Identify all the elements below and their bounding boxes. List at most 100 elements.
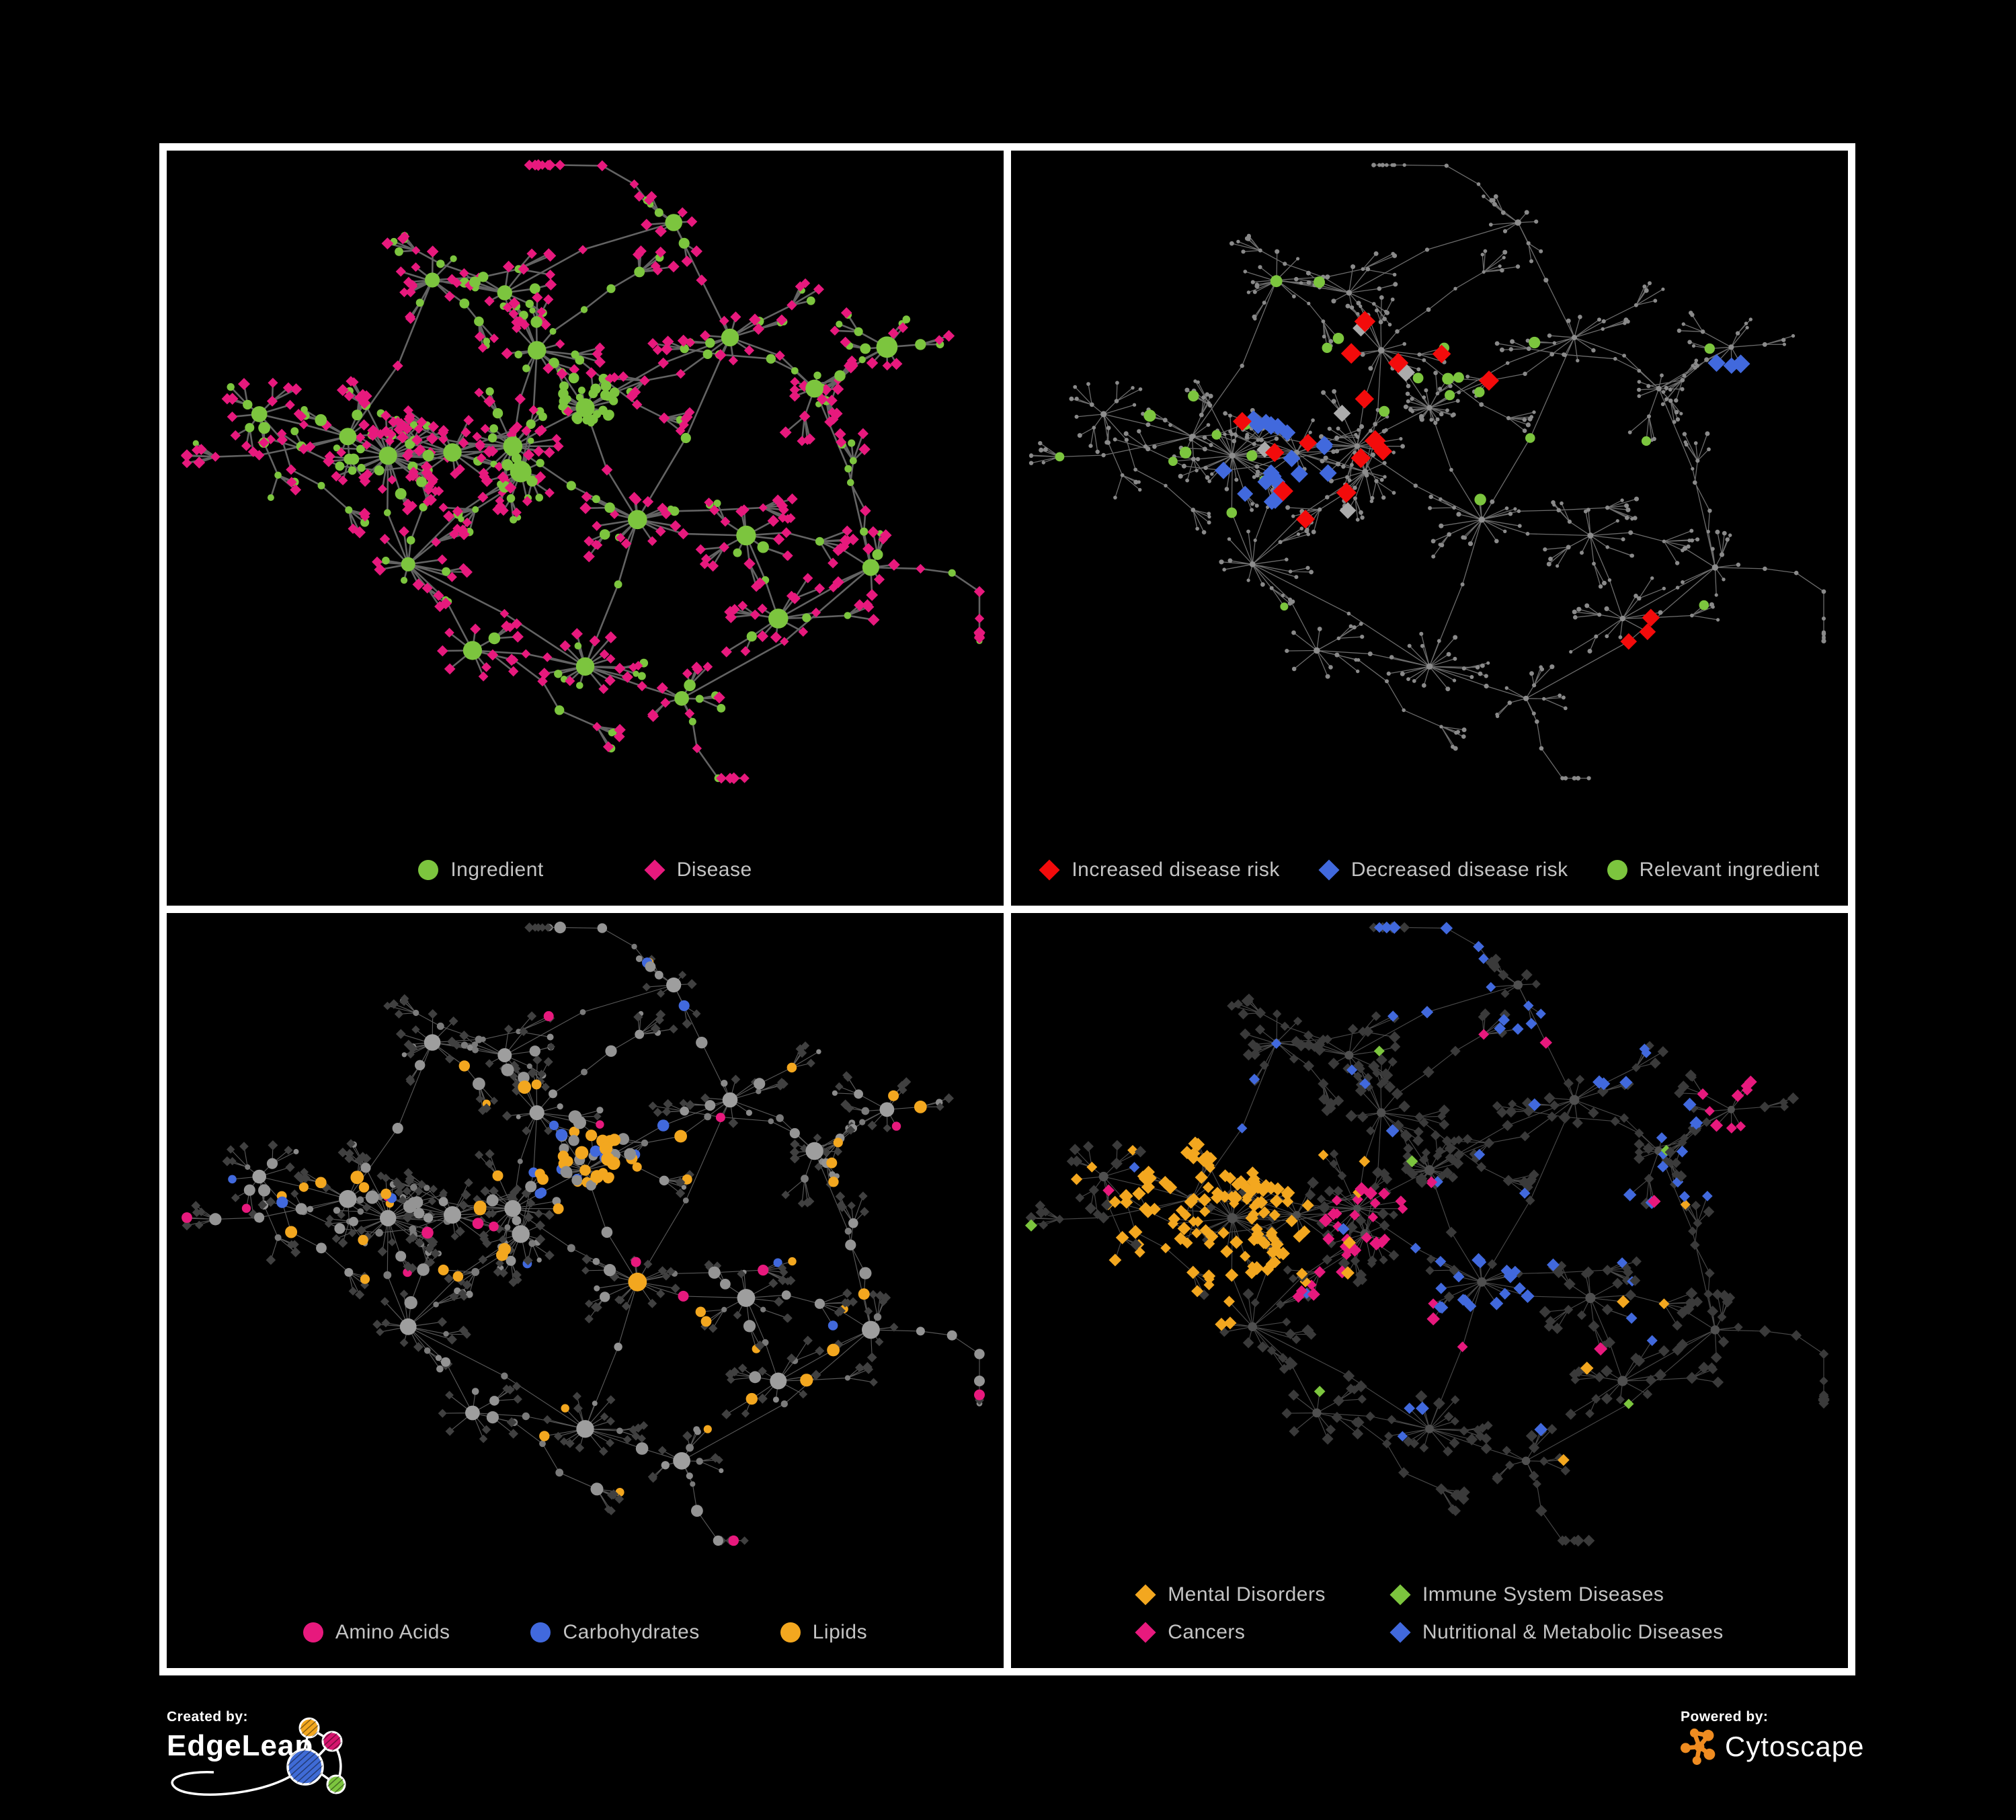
network-node	[1689, 528, 1694, 533]
network-node	[415, 299, 424, 307]
network-node	[324, 450, 335, 462]
network-node	[604, 1264, 616, 1277]
network-node	[290, 1240, 299, 1249]
legend-nutrient-classes: Amino Acids Carbohydrates Lipids	[167, 1621, 1004, 1644]
network-node	[1676, 1146, 1689, 1158]
network-node	[1582, 1266, 1595, 1278]
network-node	[360, 1162, 371, 1173]
network-node	[226, 393, 239, 405]
network-node	[1389, 655, 1394, 660]
network-node	[316, 1242, 327, 1254]
network-node	[1437, 1111, 1447, 1121]
network-node	[518, 263, 530, 275]
network-node	[1588, 1320, 1600, 1332]
network-node	[1038, 441, 1043, 446]
network-node	[735, 506, 748, 518]
network-node	[1366, 1126, 1375, 1136]
network-node	[1519, 1187, 1531, 1199]
network-node	[1458, 1486, 1470, 1499]
network-node	[779, 1267, 789, 1277]
network-node	[1703, 1206, 1715, 1218]
network-node	[834, 370, 846, 382]
network-node	[902, 315, 911, 323]
network-node	[1791, 1330, 1802, 1341]
network-node	[522, 448, 535, 461]
network-node	[1360, 352, 1365, 357]
network-node	[348, 1286, 358, 1296]
network-node	[1428, 494, 1433, 500]
network-node	[1352, 625, 1357, 630]
network-node	[1335, 461, 1341, 467]
network-node	[1675, 561, 1680, 565]
network-node	[537, 1070, 546, 1078]
network-node	[437, 427, 448, 438]
network-node	[1412, 372, 1424, 384]
network-node	[1133, 479, 1139, 485]
network-node	[633, 670, 639, 677]
network-node	[1430, 1130, 1441, 1141]
cytoscape-wordmark: Cytoscape	[1725, 1731, 1865, 1762]
network-node	[1674, 409, 1679, 415]
network-node	[1478, 1012, 1487, 1022]
network-node	[1181, 1237, 1193, 1249]
network-node	[499, 608, 510, 619]
network-node	[1229, 241, 1234, 246]
network-node	[720, 1279, 731, 1290]
network-node	[1250, 1230, 1264, 1244]
network-node	[835, 1082, 844, 1091]
network-node	[670, 520, 682, 532]
network-node	[1723, 357, 1740, 374]
network-node	[440, 1357, 451, 1367]
network-node	[300, 1173, 311, 1183]
network-node	[458, 528, 470, 541]
network-node	[1484, 1138, 1494, 1148]
network-node	[526, 1063, 532, 1069]
network-node	[413, 1208, 425, 1219]
network-node	[1672, 1320, 1683, 1331]
network-node	[1350, 448, 1371, 469]
network-node	[1377, 1108, 1386, 1117]
network-node	[535, 1234, 546, 1244]
network-node	[1448, 383, 1453, 389]
network-node	[416, 476, 427, 487]
network-node	[661, 1461, 670, 1470]
network-node	[487, 649, 499, 661]
network-node	[604, 502, 615, 513]
network-node	[529, 307, 536, 314]
network-node	[1539, 249, 1543, 253]
network-node	[424, 1213, 434, 1223]
network-node	[1077, 433, 1082, 438]
network-node	[604, 674, 616, 686]
network-node	[526, 248, 537, 259]
network-node	[1439, 523, 1444, 528]
network-node	[1662, 539, 1666, 543]
network-graph-nutrient-classes	[182, 921, 985, 1546]
network-node	[1448, 1173, 1457, 1183]
network-node	[411, 262, 421, 272]
network-node	[1709, 602, 1714, 607]
network-node	[728, 356, 738, 366]
network-node	[413, 1342, 424, 1352]
network-node	[437, 1317, 447, 1327]
network-node	[471, 1388, 479, 1395]
network-node	[647, 1298, 657, 1308]
network-node	[656, 989, 666, 998]
network-node	[383, 1271, 392, 1279]
network-node	[462, 641, 482, 660]
network-node	[1523, 371, 1527, 377]
network-node	[620, 538, 632, 549]
network-node	[781, 1190, 790, 1199]
network-node	[653, 1107, 663, 1117]
network-node	[725, 1369, 735, 1380]
network-node	[563, 406, 573, 417]
network-node	[1504, 686, 1508, 690]
network-node	[1503, 1269, 1518, 1283]
network-node	[1525, 1018, 1537, 1029]
network-node	[192, 440, 199, 446]
network-node	[1108, 1253, 1122, 1267]
network-node	[666, 1267, 676, 1276]
network-node	[1198, 1193, 1211, 1207]
network-node	[1490, 1296, 1504, 1310]
network-node	[1664, 385, 1668, 391]
network-node	[1822, 617, 1826, 621]
